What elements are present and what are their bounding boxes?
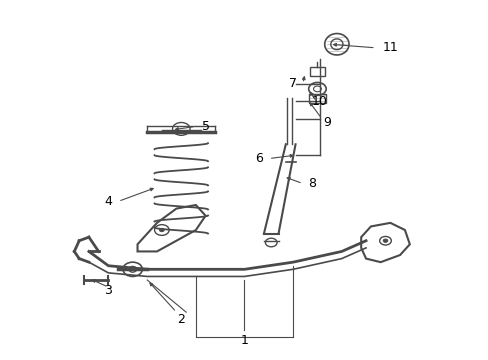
Text: 9: 9 — [323, 116, 330, 129]
Text: 10: 10 — [311, 95, 327, 108]
Text: 4: 4 — [104, 195, 112, 208]
Text: 11: 11 — [382, 41, 397, 54]
Text: 6: 6 — [255, 152, 263, 165]
Text: 2: 2 — [177, 313, 185, 326]
Circle shape — [159, 228, 164, 232]
Circle shape — [382, 239, 387, 243]
Text: 3: 3 — [104, 284, 112, 297]
Text: 5: 5 — [201, 120, 209, 133]
Text: 8: 8 — [308, 177, 316, 190]
Text: 7: 7 — [288, 77, 297, 90]
Bar — [309, 67, 324, 76]
Bar — [308, 94, 325, 103]
Text: 1: 1 — [240, 334, 248, 347]
